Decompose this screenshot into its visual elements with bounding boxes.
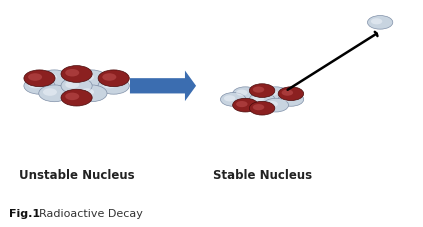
Circle shape xyxy=(65,70,79,77)
Circle shape xyxy=(249,84,275,98)
Circle shape xyxy=(102,74,116,81)
Circle shape xyxy=(102,81,116,89)
Circle shape xyxy=(253,96,264,102)
Text: Stable Nucleus: Stable Nucleus xyxy=(212,168,312,181)
Circle shape xyxy=(371,19,382,25)
Circle shape xyxy=(80,89,94,96)
Circle shape xyxy=(80,74,94,81)
Circle shape xyxy=(76,71,107,87)
Circle shape xyxy=(253,105,264,111)
Circle shape xyxy=(282,96,293,102)
Circle shape xyxy=(249,102,275,116)
Circle shape xyxy=(236,90,247,96)
Circle shape xyxy=(278,87,304,101)
Circle shape xyxy=(263,99,288,112)
Circle shape xyxy=(224,96,236,102)
Circle shape xyxy=(249,93,275,107)
Circle shape xyxy=(61,90,92,106)
Circle shape xyxy=(266,101,278,108)
Circle shape xyxy=(61,66,92,83)
Circle shape xyxy=(233,87,258,101)
Circle shape xyxy=(39,71,70,87)
Circle shape xyxy=(24,78,55,95)
Text: Fig.1: Fig.1 xyxy=(9,208,44,218)
Circle shape xyxy=(24,71,55,87)
Circle shape xyxy=(28,74,42,81)
Circle shape xyxy=(28,81,42,89)
Circle shape xyxy=(253,87,264,93)
Circle shape xyxy=(266,90,278,96)
Circle shape xyxy=(61,78,92,95)
Circle shape xyxy=(39,86,70,102)
Circle shape xyxy=(236,101,247,108)
Circle shape xyxy=(368,17,393,30)
Circle shape xyxy=(278,93,304,107)
Circle shape xyxy=(282,90,293,96)
Circle shape xyxy=(220,93,246,107)
Circle shape xyxy=(43,74,57,81)
Circle shape xyxy=(233,99,258,112)
Circle shape xyxy=(65,81,79,89)
Circle shape xyxy=(76,86,107,102)
Circle shape xyxy=(98,78,129,95)
Circle shape xyxy=(263,87,288,101)
Circle shape xyxy=(43,89,57,96)
Circle shape xyxy=(65,93,79,101)
Circle shape xyxy=(98,71,129,87)
Text: Unstable Nucleus: Unstable Nucleus xyxy=(19,168,135,181)
Text: Radioactive Decay: Radioactive Decay xyxy=(39,208,143,218)
